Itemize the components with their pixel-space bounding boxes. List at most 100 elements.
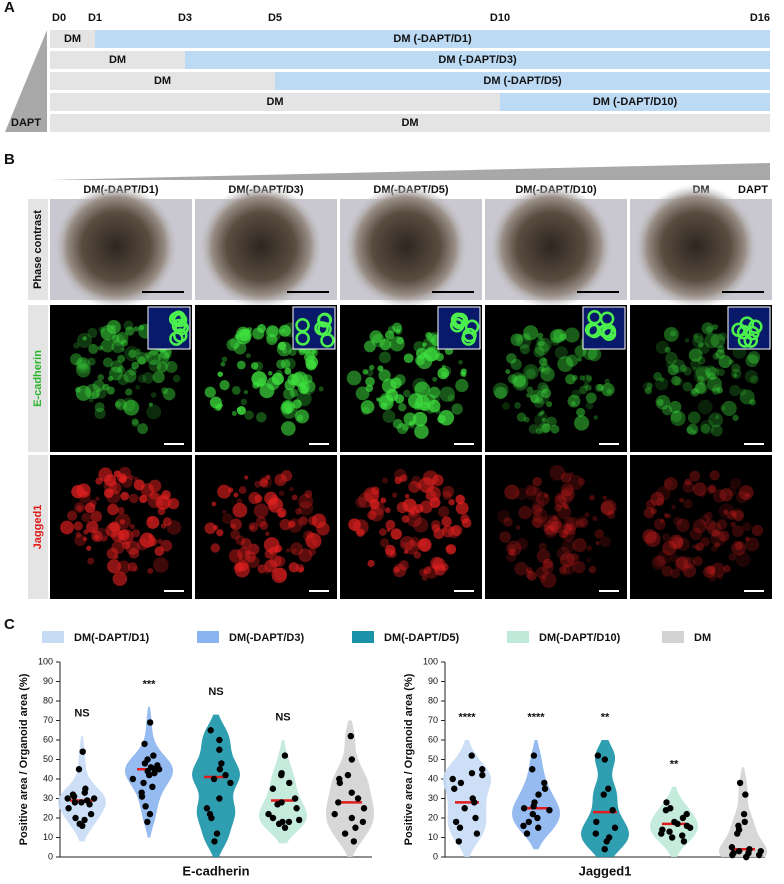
signal	[571, 401, 576, 406]
signal	[228, 549, 243, 563]
data-point	[216, 746, 223, 753]
signal	[690, 387, 700, 397]
signal	[455, 494, 466, 505]
signal	[421, 351, 426, 356]
data-point	[530, 803, 537, 810]
signal	[540, 362, 550, 372]
signal	[248, 491, 261, 505]
signal	[148, 479, 162, 493]
signal	[503, 517, 513, 527]
signal	[550, 424, 560, 434]
signal	[264, 531, 270, 537]
signal	[516, 333, 532, 349]
signal	[585, 392, 597, 404]
signal	[148, 402, 153, 407]
signal	[219, 380, 230, 391]
signal	[518, 505, 532, 520]
row-label: Phase contrast	[32, 210, 44, 289]
signal	[550, 336, 560, 346]
data-point	[479, 766, 486, 773]
signal	[276, 507, 287, 518]
signal	[401, 515, 410, 523]
data-point	[360, 805, 368, 812]
signal	[516, 412, 527, 422]
signal	[422, 342, 427, 347]
data-point	[609, 807, 616, 814]
signal	[691, 544, 697, 549]
violin	[192, 714, 240, 857]
signal	[237, 560, 249, 572]
signal	[146, 350, 161, 366]
data-point	[592, 830, 599, 837]
signal	[599, 536, 611, 548]
signal	[693, 332, 704, 344]
signal	[682, 381, 693, 392]
signal	[278, 490, 285, 497]
signal	[522, 332, 531, 341]
signal	[710, 530, 726, 547]
signal	[574, 415, 590, 431]
signal	[538, 411, 543, 417]
signal	[506, 353, 517, 364]
signal	[236, 498, 243, 505]
signal	[716, 519, 728, 530]
inset-cell	[453, 312, 469, 328]
signal	[116, 524, 122, 531]
signal	[111, 340, 125, 354]
signal	[305, 532, 322, 549]
signal	[645, 499, 656, 510]
signal	[542, 524, 550, 532]
signal	[257, 564, 267, 574]
signal	[230, 518, 242, 531]
signal	[549, 520, 563, 534]
signal	[553, 328, 567, 343]
signal	[226, 338, 239, 351]
signal	[391, 492, 398, 498]
signal	[284, 358, 296, 370]
y-tick-label: 60	[43, 734, 53, 744]
signal	[159, 347, 172, 360]
signal	[128, 474, 134, 480]
signal	[654, 377, 669, 391]
data-point	[601, 756, 609, 763]
signal	[259, 475, 273, 489]
data-point	[150, 752, 157, 759]
signal	[571, 389, 581, 399]
signal	[244, 475, 249, 480]
signal	[717, 387, 724, 394]
signal	[697, 342, 710, 355]
signal	[122, 541, 131, 550]
signal	[514, 402, 521, 409]
data-point	[662, 807, 670, 814]
inset-cell	[169, 331, 184, 346]
data-point	[348, 814, 356, 822]
signal	[292, 399, 302, 409]
signal	[413, 517, 429, 533]
signal	[643, 507, 655, 519]
signal	[651, 555, 666, 570]
inset-cell	[737, 333, 753, 348]
data-point	[530, 752, 538, 759]
signal	[86, 520, 99, 534]
data-point	[278, 771, 285, 779]
signal	[88, 343, 99, 354]
signal	[594, 529, 604, 539]
signal	[607, 510, 616, 519]
data-point	[679, 832, 686, 839]
signal	[117, 365, 125, 374]
data-point	[140, 779, 147, 787]
signal	[291, 494, 298, 501]
signal	[360, 400, 375, 414]
signal	[285, 548, 291, 553]
signal	[422, 470, 439, 486]
data-point	[740, 810, 748, 818]
signal	[557, 489, 573, 506]
signal	[589, 494, 596, 501]
signal	[715, 415, 720, 420]
significance: NS	[74, 708, 89, 720]
signal	[541, 561, 555, 574]
day-label: D0	[52, 12, 66, 24]
signal	[507, 374, 518, 384]
signal	[708, 372, 716, 380]
data-point	[546, 807, 553, 814]
